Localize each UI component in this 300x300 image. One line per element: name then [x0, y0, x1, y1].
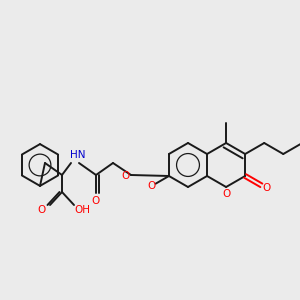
Text: O: O	[222, 189, 230, 199]
Text: HN: HN	[70, 150, 86, 160]
Text: OH: OH	[74, 205, 90, 215]
Text: O: O	[262, 183, 271, 193]
Text: O: O	[122, 171, 130, 181]
Text: O: O	[38, 205, 46, 215]
Text: O: O	[147, 181, 155, 191]
Text: O: O	[92, 196, 100, 206]
